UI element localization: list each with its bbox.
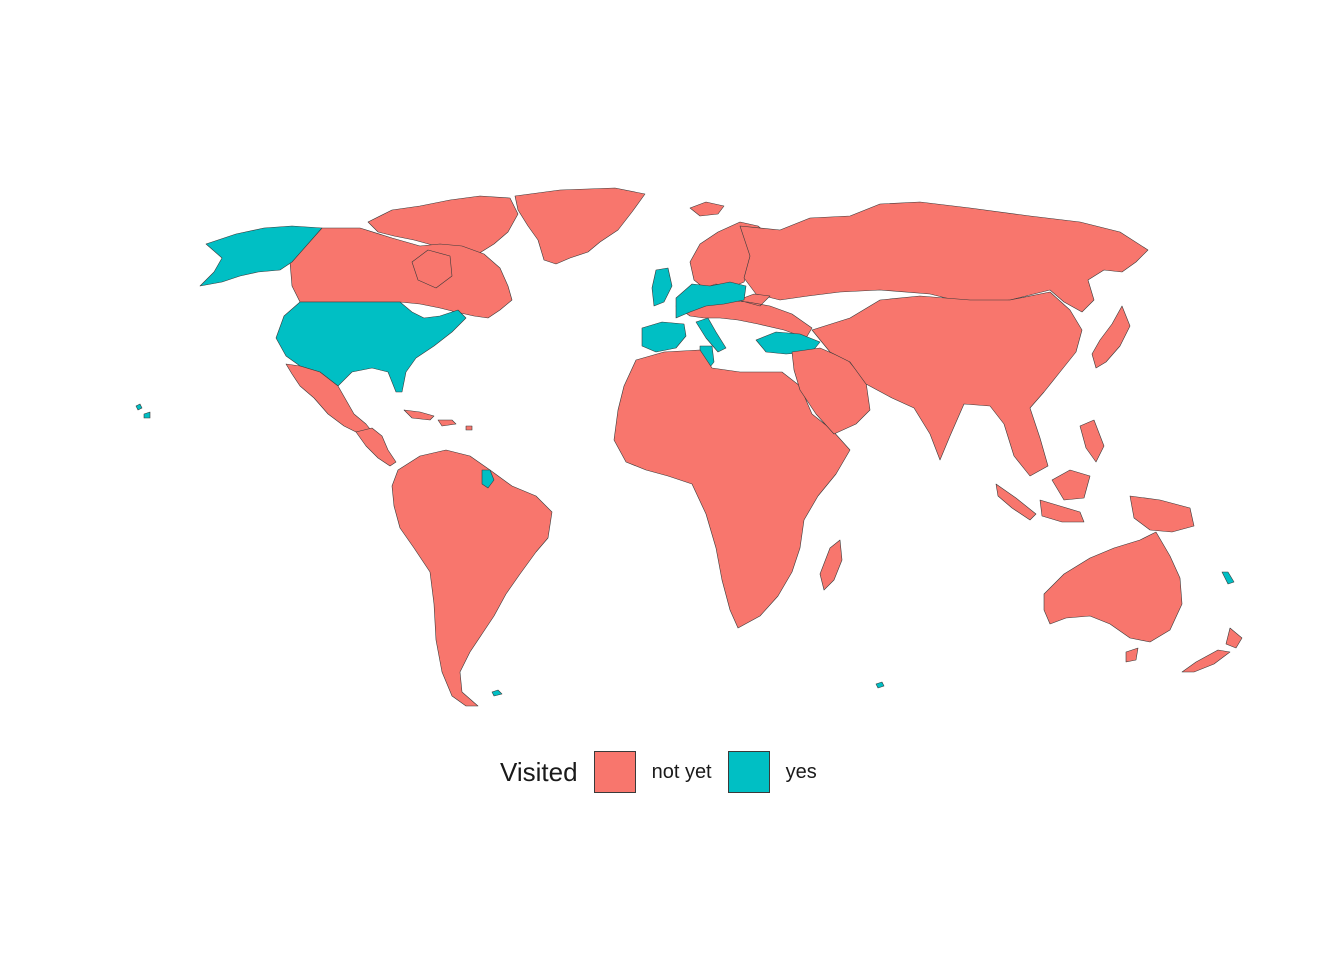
asia: [811, 291, 1083, 477]
canadian-arctic-islands: [367, 195, 519, 255]
japan: [1091, 305, 1131, 369]
new-caledonia: [1221, 571, 1235, 585]
caribbean: [403, 409, 473, 431]
southeast-asia-islands: [995, 419, 1195, 533]
kerguelen: [875, 681, 885, 689]
canada: [289, 227, 513, 319]
madagascar: [819, 539, 843, 591]
falklands: [491, 689, 503, 697]
central-america: [355, 427, 397, 467]
legend: Visited not yet yes: [500, 748, 817, 796]
iberia: [641, 321, 687, 353]
italy: [695, 317, 727, 353]
legend-key-yes: [727, 751, 770, 793]
south-america: [391, 449, 553, 707]
new-zealand: [1181, 627, 1243, 673]
africa: [613, 349, 851, 629]
russia: [739, 201, 1149, 313]
united-states: [275, 301, 467, 393]
legend-label-not-yet: not yet: [651, 760, 712, 783]
turkey: [755, 331, 821, 355]
greenland: [514, 187, 646, 265]
alaska: [199, 225, 323, 287]
hawaii: [135, 403, 151, 419]
legend-title: Visited: [500, 756, 578, 787]
western-europe-visited: [651, 267, 747, 319]
french-guiana: [481, 469, 495, 489]
australia: [1043, 531, 1183, 663]
legend-label-yes: yes: [785, 760, 817, 783]
legend-key-not-yet: [593, 751, 636, 793]
iceland: [689, 201, 725, 217]
